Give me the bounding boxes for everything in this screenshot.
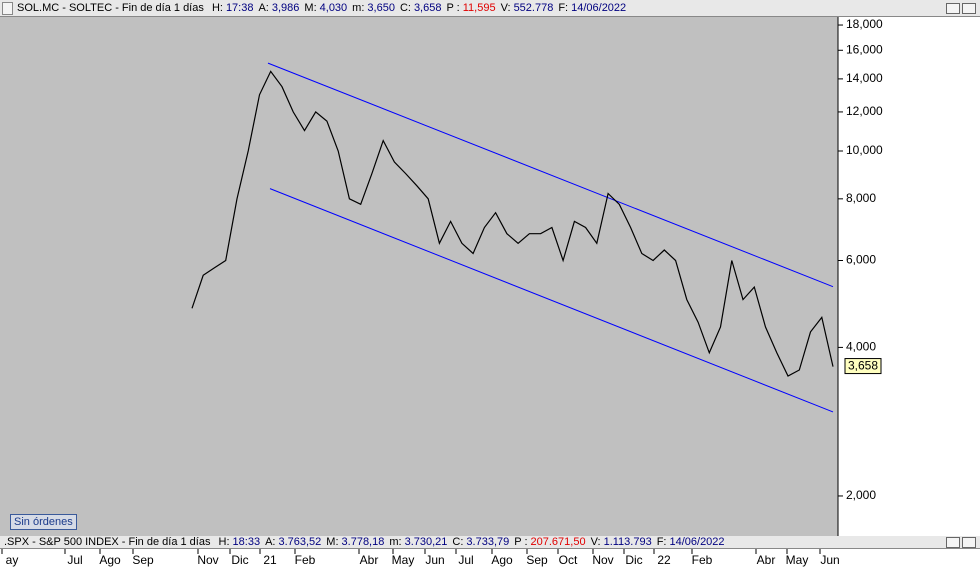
y-tick-label: 12,000 xyxy=(846,104,883,118)
x-tick-label: Dic xyxy=(625,553,642,567)
x-tick-label: Sep xyxy=(132,553,154,567)
symbol: SOL.MC - SOLTEC - Fin de día 1 días xyxy=(17,2,204,14)
y-tick-label: 4,000 xyxy=(846,340,876,354)
x-tick-label: Oct xyxy=(559,553,578,567)
pane-icon[interactable] xyxy=(2,2,13,15)
field-value: 207.671,50 xyxy=(530,536,586,548)
last-value-box xyxy=(844,358,882,375)
x-tick-label: Jul xyxy=(458,553,473,567)
x-tick-label: Jul xyxy=(67,553,82,567)
last-value-label: 3,658 xyxy=(848,359,878,373)
x-tick-label: 21 xyxy=(263,553,277,567)
price-line xyxy=(191,70,834,377)
y-tick-label: 2,000 xyxy=(846,488,876,502)
y-tick-label: 18,000 xyxy=(846,17,883,31)
y-tick-label: 16,000 xyxy=(846,42,883,56)
field-label: C: xyxy=(452,536,464,548)
x-tick-label: Abr xyxy=(757,553,776,567)
x-tick-label: Dic xyxy=(231,553,248,567)
trend-line xyxy=(269,188,834,413)
field-label: H: xyxy=(218,536,230,548)
field-value: 3,650 xyxy=(367,2,395,14)
field-value: 3.730,21 xyxy=(404,536,448,548)
y-tick-label: 14,000 xyxy=(846,71,883,85)
field-value: 1.113.793 xyxy=(603,536,652,548)
field-label: F: xyxy=(558,2,569,14)
bottom-pane-header: .SPX - S&P 500 INDEX - Fin de día 1 días… xyxy=(0,536,980,549)
x-tick-label: 22 xyxy=(657,553,671,567)
field-label: A: xyxy=(258,2,269,14)
field-value: 3.778,18 xyxy=(341,536,385,548)
x-axis-panel xyxy=(0,549,980,568)
orders-button[interactable]: Sin órdenes xyxy=(10,514,77,530)
maximize[interactable] xyxy=(962,3,976,14)
window-buttons xyxy=(944,3,976,19)
field-label: P : xyxy=(446,2,460,14)
x-tick-label: Nov xyxy=(197,553,218,567)
x-tick-label: Feb xyxy=(295,553,316,567)
field-value: 4,030 xyxy=(319,2,348,14)
x-tick-label: Nov xyxy=(592,553,613,567)
field-label: V: xyxy=(500,2,511,14)
field-value: 11,595 xyxy=(462,2,496,14)
field-label: m: xyxy=(352,2,365,14)
field-label: C: xyxy=(399,2,411,14)
field-label: M: xyxy=(304,2,317,14)
x-tick-label: May xyxy=(786,553,809,567)
field-label: F: xyxy=(656,536,667,548)
x-tick-label: Jun xyxy=(425,553,444,567)
minimize[interactable] xyxy=(946,3,960,14)
field-value: 3.763,52 xyxy=(278,536,322,548)
x-tick-label: Ago xyxy=(491,553,513,567)
field-label: P : xyxy=(514,536,528,548)
plot-area xyxy=(0,17,838,536)
close[interactable] xyxy=(962,537,976,548)
y-tick-label: 8,000 xyxy=(846,191,876,205)
field-value: 3,658 xyxy=(413,2,442,14)
field-label: A: xyxy=(265,536,276,548)
x-tick-label: May xyxy=(392,553,415,567)
field-value: 14/06/2022 xyxy=(571,2,627,14)
x-tick-label: Feb xyxy=(692,553,713,567)
x-tick-label: Abr xyxy=(360,553,379,567)
field-value: 14/06/2022 xyxy=(669,536,725,548)
field-value: 3.733,79 xyxy=(466,536,510,548)
field-label: V: xyxy=(590,536,601,548)
x-tick-label: Ago xyxy=(99,553,121,567)
y-tick-label: 10,000 xyxy=(846,143,883,157)
top-pane-header: SOL.MC - SOLTEC - Fin de día 1 días H: 17… xyxy=(0,0,980,17)
y-axis-panel xyxy=(838,17,980,536)
y-tick-label: 6,000 xyxy=(846,253,876,267)
window-buttons xyxy=(944,537,976,551)
field-value: 18:33 xyxy=(232,536,261,548)
field-label: M: xyxy=(326,536,339,548)
field-value: 3,986 xyxy=(271,2,300,14)
field-label: m: xyxy=(389,536,402,548)
field-label: H: xyxy=(211,2,223,14)
field-value: 17:38 xyxy=(225,2,254,14)
trend-line xyxy=(267,62,834,288)
restore[interactable] xyxy=(946,537,960,548)
x-tick-label: ay xyxy=(6,553,19,567)
x-tick-label: Sep xyxy=(526,553,548,567)
symbol: .SPX - S&P 500 INDEX - Fin de día 1 días xyxy=(4,536,211,548)
x-tick-label: Jun xyxy=(820,553,839,567)
field-value: 552.778 xyxy=(513,2,554,14)
